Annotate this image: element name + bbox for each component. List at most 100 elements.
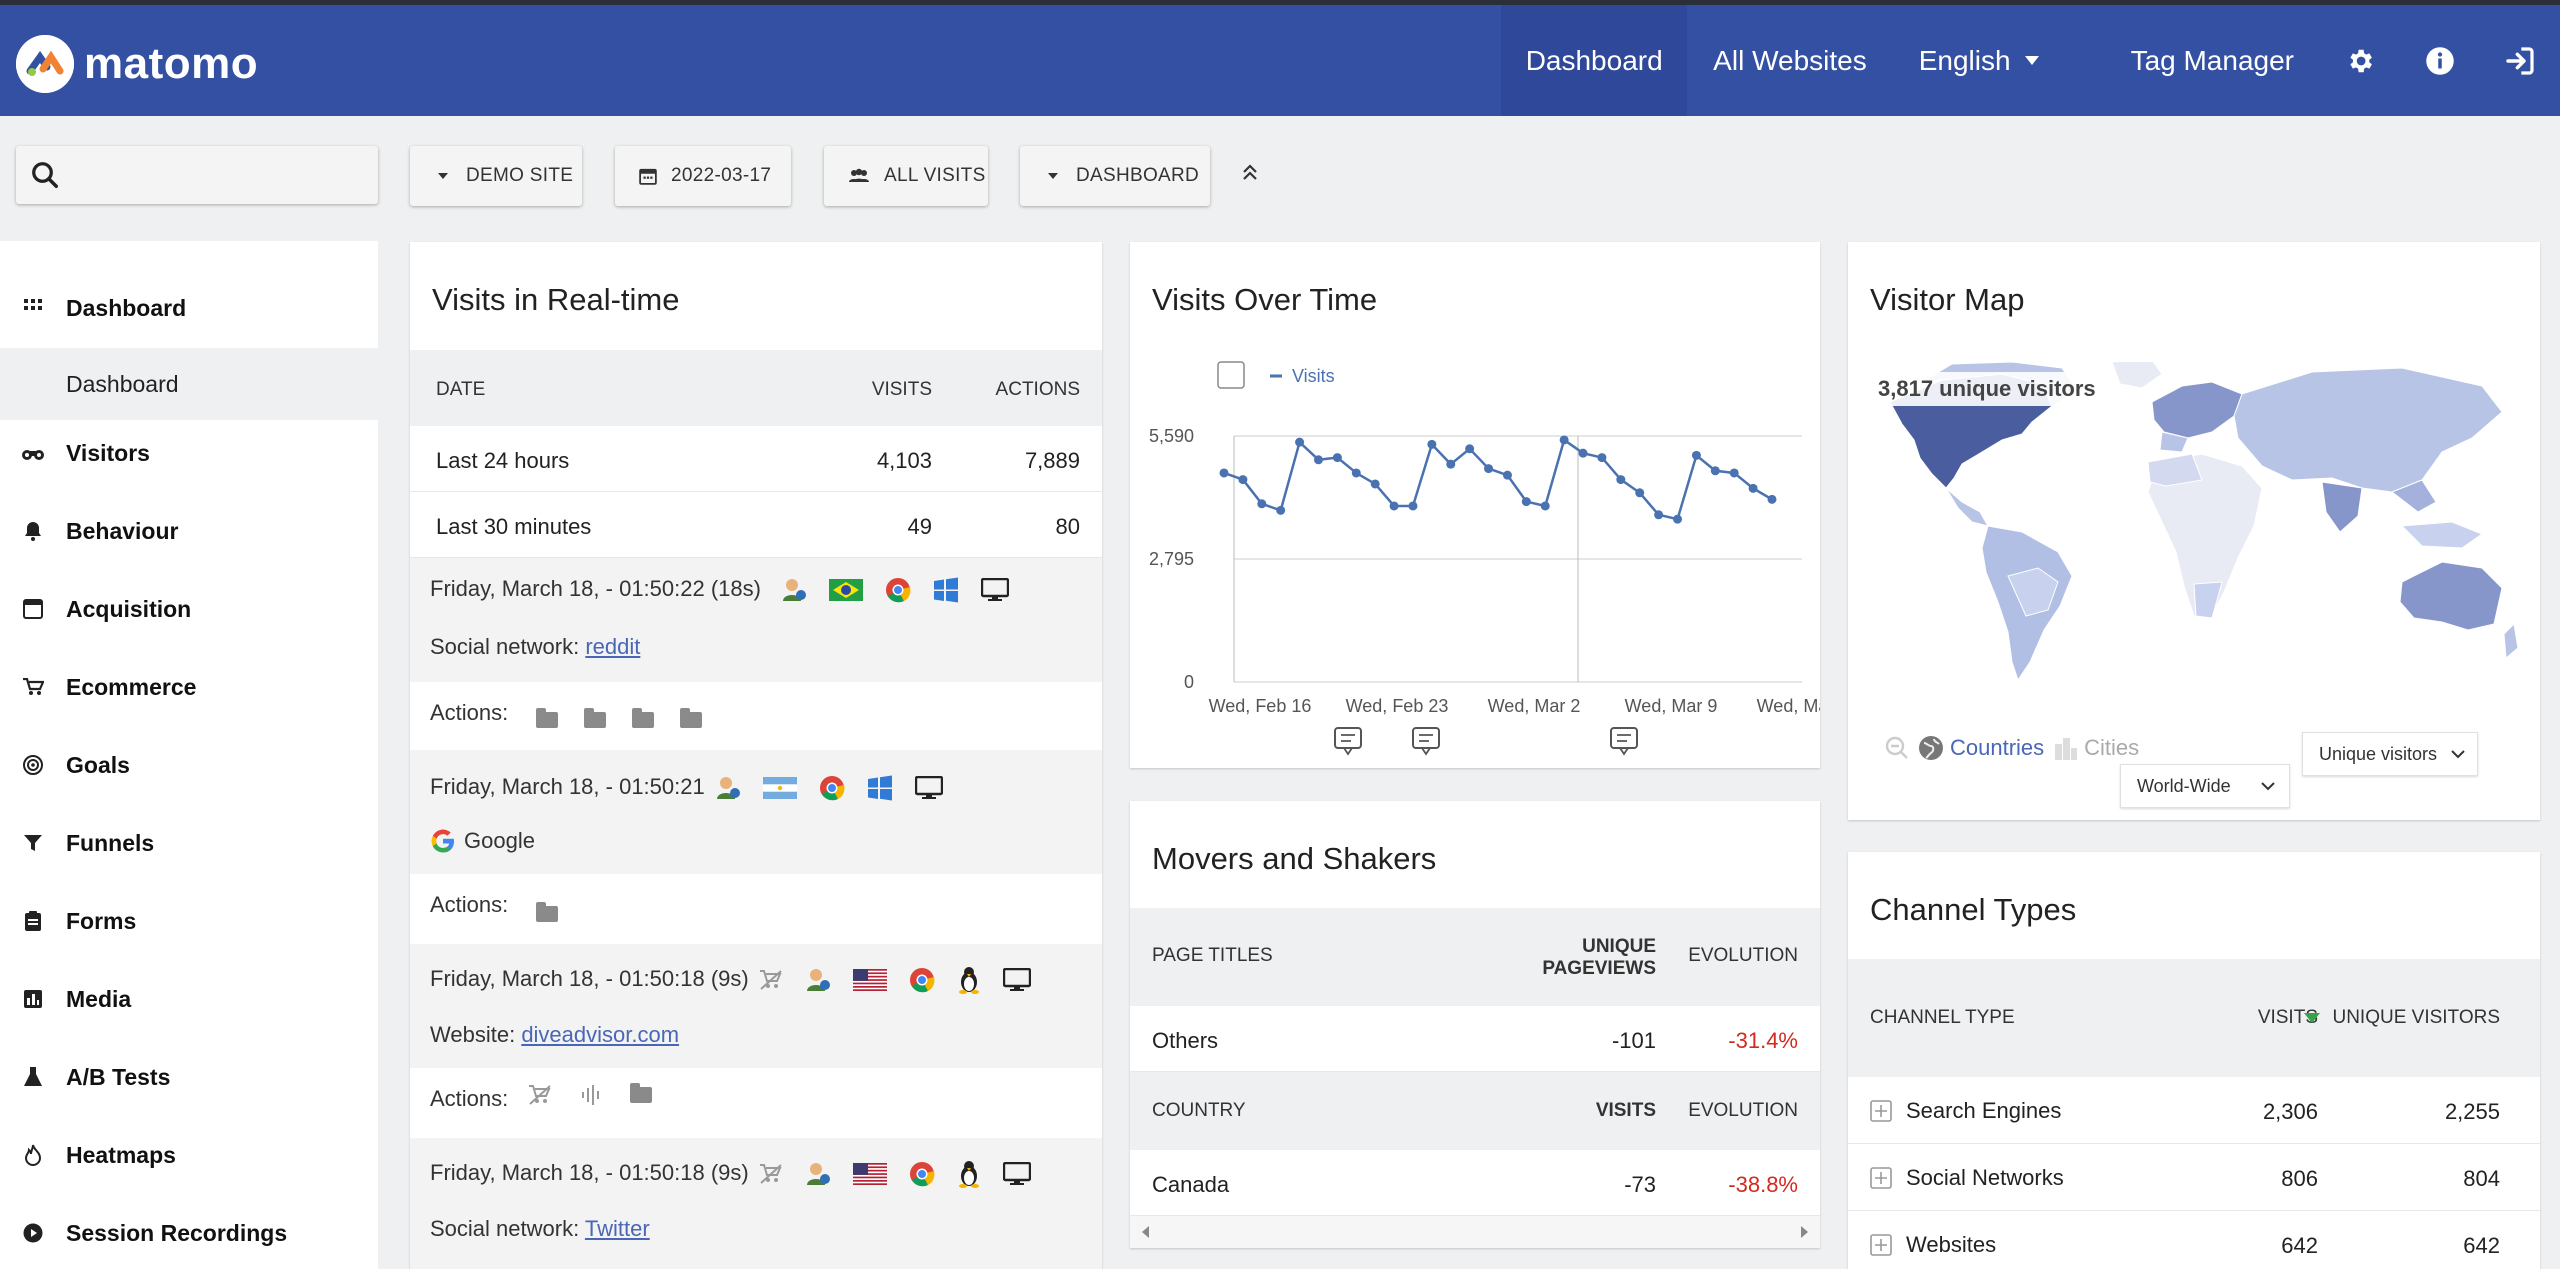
visit-log-item[interactable]: Friday, March 18, - 01:50:21 Google — [410, 750, 1102, 874]
clipboard-icon — [25, 911, 41, 931]
column-header-evolution[interactable]: EVOLUTION — [1688, 1100, 1798, 1121]
search-input[interactable] — [16, 146, 378, 204]
data-point — [1540, 501, 1550, 511]
folder-icon[interactable] — [632, 708, 654, 729]
segment-selector-button[interactable]: ALL VISITS — [824, 146, 988, 206]
folder-icon[interactable] — [536, 902, 558, 923]
sidebar-item-acquisition[interactable]: Acquisition — [0, 572, 378, 646]
folder-icon[interactable] — [680, 708, 702, 729]
column-header-visits[interactable]: VISITS — [2257, 1007, 2318, 1028]
column-header-visits[interactable]: VISITS — [1595, 1100, 1656, 1121]
zoom-out-icon[interactable] — [1884, 735, 1910, 761]
sidebar-item-goals[interactable]: Goals — [0, 728, 378, 802]
sidebar-item-behaviour[interactable]: Behaviour — [0, 494, 378, 568]
visits-line-chart[interactable]: 0 2,795 5,590 Visits Wed, Feb 16 Wed, Feb 23 W… — [1130, 308, 1820, 768]
sidebar-item-label: Forms — [66, 907, 137, 934]
widget-title: Channel Types — [1870, 892, 2077, 927]
nav-all-websites[interactable]: All Websites — [1713, 44, 1867, 76]
annotation-icon[interactable] — [1610, 727, 1638, 756]
sidebar-item-ab-tests[interactable]: A/B Tests — [0, 1040, 378, 1114]
annotation-icon[interactable] — [1334, 727, 1362, 756]
source-link[interactable]: reddit — [585, 634, 641, 659]
cities-link[interactable]: Cities — [2084, 735, 2140, 760]
data-point — [1673, 514, 1683, 524]
data-point — [1332, 453, 1342, 463]
folder-icon[interactable] — [630, 1083, 652, 1103]
countries-link[interactable]: Countries — [1950, 735, 2045, 760]
table-row[interactable]: Search Engines 2,306 2,255 — [1848, 1077, 2540, 1144]
column-header-channel-type[interactable]: CHANNEL TYPE — [1870, 1007, 2015, 1028]
table-header: PAGE TITLES UNIQUE PAGEVIEWS EVOLUTION — [1130, 908, 1820, 1006]
window-icon — [23, 599, 43, 619]
visit-log-item[interactable]: Friday, March 18, - 01:50:22 (18s) Socia… — [410, 558, 1102, 682]
collapse-chevron-up-icon[interactable] — [1240, 162, 1260, 182]
visitor-profile-icon[interactable] — [805, 967, 831, 993]
column-header-visits[interactable]: VISITS — [871, 379, 932, 400]
map-summary: 3,817 unique visitors — [1870, 372, 2104, 406]
horizontal-scrollbar[interactable] — [1130, 1216, 1820, 1248]
city-icon — [2055, 738, 2078, 760]
matomo-logo[interactable]: matomo — [16, 35, 258, 93]
visit-actions-row: Actions: — [410, 874, 1102, 936]
scroll-right-icon[interactable] — [1801, 1226, 1808, 1238]
column-header-unique-pageviews[interactable]: UNIQUE PAGEVIEWS — [1542, 936, 1656, 979]
dashboard-selector-button[interactable]: DASHBOARD — [1020, 146, 1210, 206]
annotation-icon[interactable] — [1412, 727, 1440, 756]
sidebar-item-funnels[interactable]: Funnels — [0, 806, 378, 880]
column-header-unique-visitors[interactable]: UNIQUE VISITORS — [2304, 1007, 2500, 1029]
windows-os-icon — [867, 775, 892, 801]
media-icon — [24, 990, 42, 1008]
row-unique-visitors: 642 — [2463, 1233, 2500, 1258]
source-link[interactable]: diveadvisor.com — [521, 1022, 680, 1047]
folder-icon[interactable] — [536, 708, 558, 729]
table-row[interactable]: Websites 642 642 — [1848, 1211, 2540, 1269]
top-bar: matomo Dashboard All Websites English Ta… — [0, 0, 2560, 116]
table-row[interactable]: Social Networks 806 804 — [1848, 1144, 2540, 1211]
folder-icon[interactable] — [584, 708, 606, 729]
sign-out-button[interactable] — [2480, 5, 2560, 116]
visit-log-item[interactable]: Friday, March 18, - 01:50:18 (9s) Websit… — [410, 944, 1102, 1068]
visit-source: Website: diveadvisor.com — [430, 1022, 679, 1048]
column-header-evolution[interactable]: EVOLUTION — [1688, 945, 1798, 966]
expand-plus-icon[interactable] — [1870, 1100, 1892, 1122]
metric-select[interactable]: Unique visitors — [2302, 732, 2478, 776]
sidebar-item-dashboard[interactable]: Dashboard — [0, 271, 378, 345]
chevron-down-icon — [2261, 782, 2275, 791]
visit-log-item[interactable]: Friday, March 18, - 01:50:18 (9s) Social… — [410, 1138, 1102, 1269]
sidebar-item-visitors[interactable]: Visitors — [0, 416, 378, 490]
date-selector-button[interactable]: 2022-03-17 — [615, 146, 791, 206]
settings-button[interactable] — [2320, 5, 2400, 116]
ecommerce-cart-icon[interactable] — [528, 1084, 552, 1106]
row-visits: 2,306 — [2262, 1099, 2318, 1124]
language-selector[interactable]: English — [1893, 5, 2065, 116]
source-link[interactable]: Twitter — [584, 1216, 650, 1241]
sidebar-item-forms[interactable]: Forms — [0, 884, 378, 958]
nav-dashboard[interactable]: Dashboard — [1501, 5, 1688, 116]
site-selector-button[interactable]: DEMO SITE — [410, 146, 582, 206]
visitor-profile-icon[interactable] — [805, 1161, 831, 1187]
sidebar-item-media[interactable]: Media — [0, 962, 378, 1036]
media-audio-icon[interactable] — [580, 1084, 602, 1106]
region-select[interactable]: World-Wide — [2120, 764, 2290, 808]
flag-usa-icon — [852, 1163, 887, 1186]
visitor-profile-icon[interactable] — [781, 577, 807, 603]
sidebar-item-session-recordings[interactable]: Session Recordings — [0, 1196, 378, 1269]
visitor-profile-icon[interactable] — [715, 775, 741, 801]
data-point — [1219, 468, 1229, 478]
nav-tag-manager[interactable]: Tag Manager — [2130, 44, 2294, 76]
sidebar-item-heatmaps[interactable]: Heatmaps — [0, 1118, 378, 1192]
column-header-actions[interactable]: ACTIONS — [995, 379, 1080, 400]
source-label: Website: — [430, 1022, 516, 1047]
scroll-left-icon[interactable] — [1142, 1226, 1149, 1238]
sidebar-item-ecommerce[interactable]: Ecommerce — [0, 650, 378, 724]
table-row[interactable]: Canada -73 -38.8% — [1130, 1150, 1820, 1216]
column-header-page-titles[interactable]: PAGE TITLES — [1152, 945, 1273, 966]
column-header-date[interactable]: DATE — [436, 379, 486, 400]
expand-plus-icon[interactable] — [1870, 1234, 1892, 1256]
column-header-country[interactable]: COUNTRY — [1152, 1100, 1246, 1121]
expand-plus-icon[interactable] — [1870, 1167, 1892, 1189]
sidebar-subitem-dashboard[interactable]: Dashboard — [0, 348, 378, 420]
table-row[interactable]: Others -101 -31.4% — [1130, 1006, 1820, 1072]
help-button[interactable] — [2400, 5, 2480, 116]
world-map[interactable] — [1862, 362, 2522, 702]
